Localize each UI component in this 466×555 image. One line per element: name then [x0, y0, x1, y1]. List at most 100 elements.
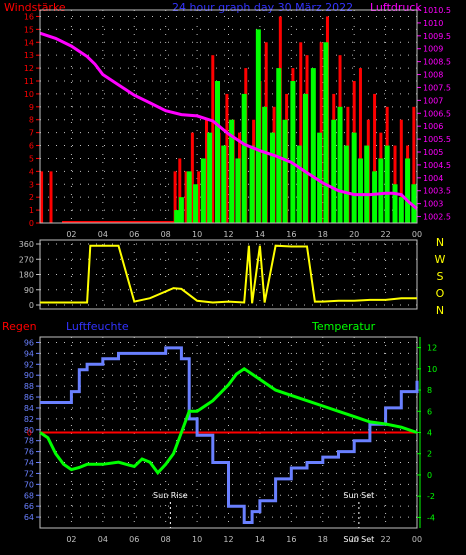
humidity-tick-label: 72 — [24, 469, 34, 478]
humidity-tick-label: 80 — [24, 426, 34, 435]
pressure-tick-label: 1005 — [423, 148, 443, 157]
rain-zero-line: 0 — [27, 429, 417, 438]
wind-speed-bar — [364, 145, 370, 223]
x-tick-label: 02 — [66, 230, 76, 239]
x-tick-label: 20 — [349, 535, 359, 544]
direction-tick-label: 90 — [24, 286, 34, 295]
wind-tick-label: 3 — [29, 180, 34, 189]
pressure-axis-title: Luftdruck — [370, 1, 422, 14]
humidity-axis-title: Luftfeuchte — [66, 320, 129, 333]
wind-speed-bar — [296, 145, 302, 223]
humidity-tick-label: 96 — [24, 338, 34, 347]
humidity-tick-label: 70 — [24, 480, 34, 489]
wind-speed-bar — [269, 132, 275, 223]
pressure-tick-label: 1005.5 — [423, 135, 451, 144]
compass-label: O — [436, 287, 445, 300]
wind-speed-bar — [392, 184, 398, 223]
wind-speed-bar — [255, 29, 261, 224]
wind-tick-label: 5 — [29, 154, 34, 163]
wind-gust-bar — [190, 132, 194, 223]
temperature-tick-label: -2 — [427, 492, 435, 501]
compass-label: W — [435, 253, 446, 266]
sun-annotation-label: Sun Set — [343, 491, 374, 500]
pressure-tick-label: 1010 — [423, 19, 443, 28]
humidity-tick-label: 86 — [24, 393, 34, 402]
wind-speed-bar — [193, 184, 199, 223]
x-tick-label: 02 — [66, 535, 76, 544]
wind-gust-bar — [412, 106, 416, 223]
wind-tick-label: 16 — [24, 12, 34, 21]
wind-gust-bar — [299, 42, 303, 223]
temperature-ticks: 12 10 8 6 4 2 0 -2 -4 — [417, 337, 437, 528]
x-tick-label: 12 — [223, 230, 233, 239]
x-tick-label: 04 — [98, 535, 108, 544]
x-tick-label: 08 — [161, 535, 171, 544]
pressure-tick-label: 1003.5 — [423, 187, 451, 196]
wind-speed-bar — [384, 145, 390, 223]
humidity-tick-label: 78 — [24, 437, 34, 446]
wind-speed-bar — [174, 210, 180, 223]
wind-speed-bars — [174, 29, 417, 224]
wind-speed-bar — [229, 119, 235, 223]
wind-gust-bar — [40, 171, 44, 223]
x-tick-label: 00 — [412, 230, 422, 239]
wind-tick-label: 1 — [29, 206, 34, 215]
humidity-tick-label: 84 — [24, 404, 34, 413]
pressure-tick-label: 1004.5 — [423, 161, 451, 170]
pressure-tick-label: 1002.5 — [423, 213, 451, 222]
wind-speed-bar — [215, 81, 221, 223]
temperature-tick-label: 10 — [427, 365, 437, 374]
wind-speed-bar — [343, 145, 349, 223]
wind-speed-bar — [241, 93, 247, 223]
wind-gust-bar — [205, 119, 209, 223]
sun-annotation-label: Sun Set — [343, 535, 374, 544]
wind-speed-bar — [235, 158, 241, 223]
wind-gust-bar — [197, 171, 201, 223]
wind-speed-bar — [249, 145, 255, 223]
pressure-tick-label: 1009 — [423, 45, 443, 54]
wind-tick-label: 0 — [29, 219, 34, 228]
temperature-axis-title: Temperatur — [311, 320, 376, 333]
x-tick-label: 22 — [380, 535, 390, 544]
wind-tick-label: 6 — [29, 142, 34, 151]
wind-speed-bar — [378, 158, 384, 223]
temperature-tick-label: 2 — [427, 450, 432, 459]
wind-speed-bar — [276, 68, 282, 223]
wind-gust-bar — [49, 171, 53, 223]
humidity-tick-label: 64 — [24, 513, 34, 522]
direction-tick-label: 180 — [19, 271, 34, 280]
x-tick-label: 12 — [223, 535, 233, 544]
compass-label: N — [436, 304, 444, 317]
wind-gust-bar — [225, 93, 229, 223]
wind-speed-bar — [282, 119, 288, 223]
wind-speed-bar — [405, 158, 411, 223]
pressure-tick-label: 1008.5 — [423, 58, 451, 67]
wind-tick-label: 11 — [24, 77, 34, 86]
temperature-tick-label: 4 — [427, 429, 432, 438]
wind-speed-bar — [200, 158, 206, 223]
temperature-tick-label: 12 — [427, 344, 437, 353]
x-axis-hour-ticks-bottom: 02 04 06 08 10 12 14 16 18 20 22 00 — [66, 535, 422, 544]
wind-gust-bar — [399, 119, 403, 223]
wind-axis-title: Windstärke — [4, 1, 66, 14]
wind-speed-bar — [262, 106, 268, 223]
pressure-tick-label: 1003 — [423, 200, 443, 209]
pressure-tick-label: 1004 — [423, 174, 443, 183]
wind-gust-bar — [178, 158, 182, 223]
wind-gust-bar — [211, 55, 215, 223]
humidity-line — [40, 346, 419, 524]
temperature-tick-label: -4 — [427, 513, 435, 522]
wind-speed-bar — [221, 145, 227, 223]
x-tick-label: 04 — [98, 230, 108, 239]
wind-tick-label: 10 — [24, 90, 34, 99]
humidity-tick-label: 94 — [24, 349, 34, 358]
x-tick-label: 16 — [286, 535, 296, 544]
pressure-tick-label: 1008 — [423, 71, 443, 80]
pressure-tick-label: 1006 — [423, 122, 443, 131]
temperature-tick-label: 8 — [427, 386, 432, 395]
temperature-tick-label: 0 — [427, 471, 432, 480]
wind-speed-bar — [310, 68, 316, 223]
